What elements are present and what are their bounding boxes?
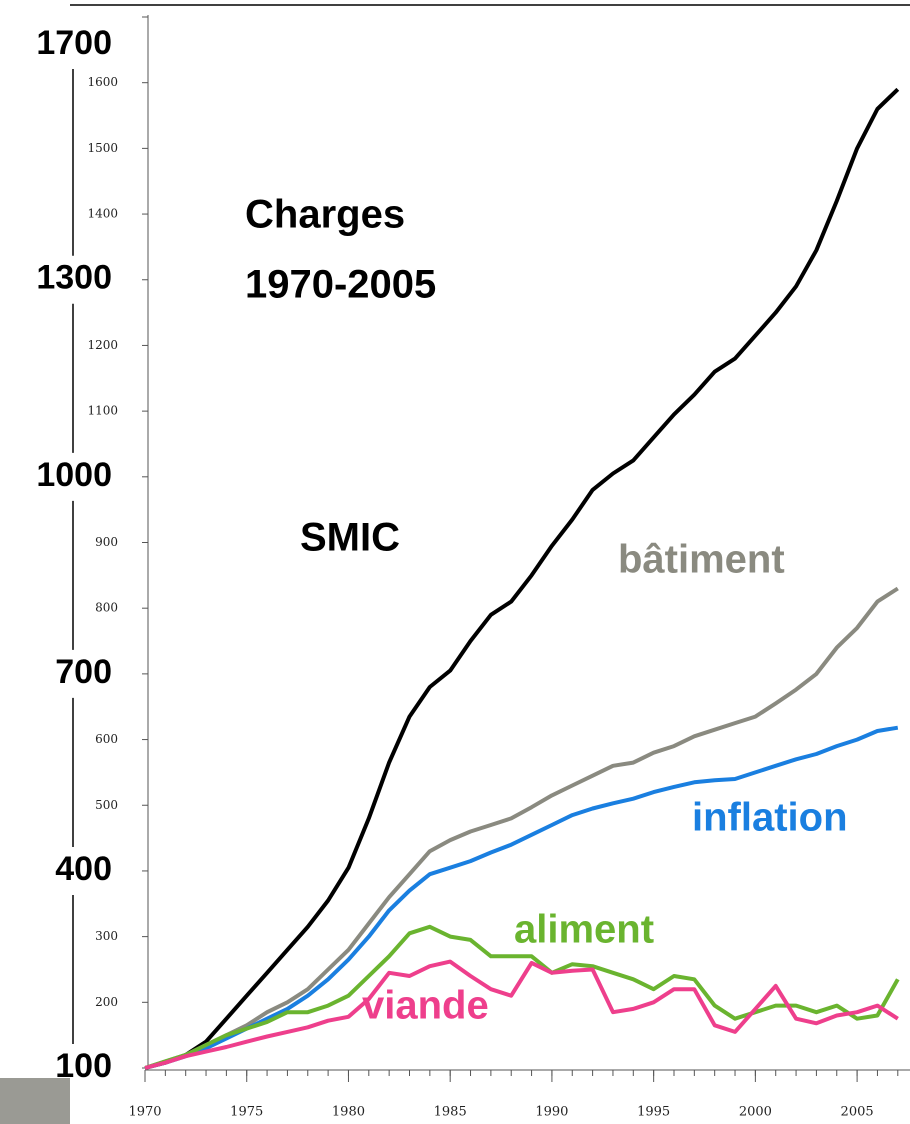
y-tick-label: 1000 bbox=[36, 456, 112, 494]
x-tick-label: 1995 bbox=[637, 1105, 670, 1120]
series-line bbox=[144, 87, 900, 1070]
y-minor-label: 1500 bbox=[87, 141, 118, 155]
x-tick-label: 2005 bbox=[841, 1105, 874, 1120]
y-tick-label: 700 bbox=[55, 653, 112, 691]
y-minor-label: 1100 bbox=[87, 404, 118, 418]
y-tick-label: 1700 bbox=[36, 24, 112, 62]
y-tick-label: 400 bbox=[55, 850, 112, 888]
x-tick-label: 1985 bbox=[434, 1105, 467, 1120]
y-minor-label: 900 bbox=[95, 535, 118, 549]
y-minor-label: 1600 bbox=[87, 75, 118, 89]
x-tick-label: 1975 bbox=[230, 1105, 263, 1120]
title-line: Charges bbox=[245, 193, 405, 237]
photo-fragment bbox=[0, 1078, 70, 1124]
y-minor-label: 600 bbox=[95, 732, 118, 746]
series-line bbox=[144, 725, 899, 1070]
x-tick-label: 1990 bbox=[535, 1105, 568, 1120]
series-label: viande bbox=[362, 984, 489, 1028]
series-line bbox=[144, 924, 900, 1070]
series-line bbox=[144, 959, 899, 1070]
title-line: 1970-2005 bbox=[245, 263, 436, 307]
series-label: aliment bbox=[514, 908, 654, 952]
x-tick-label: 1970 bbox=[128, 1105, 161, 1120]
y-minor-label: 300 bbox=[95, 929, 118, 943]
x-tick-label: 2000 bbox=[739, 1105, 772, 1120]
y-minor-label: 800 bbox=[95, 601, 118, 615]
series-line bbox=[144, 586, 899, 1070]
y-minor-label: 1200 bbox=[87, 338, 118, 352]
y-minor-label: 200 bbox=[95, 995, 118, 1009]
series-label: SMIC bbox=[300, 516, 400, 560]
y-tick-label: 1300 bbox=[36, 259, 112, 297]
y-minor-label: 1400 bbox=[87, 207, 118, 221]
x-tick-label: 1980 bbox=[332, 1105, 365, 1120]
y-minor-label: 500 bbox=[95, 798, 118, 812]
y-tick-label: 100 bbox=[55, 1047, 112, 1085]
series-label: inflation bbox=[692, 796, 848, 840]
series-label: bâtiment bbox=[618, 538, 785, 582]
